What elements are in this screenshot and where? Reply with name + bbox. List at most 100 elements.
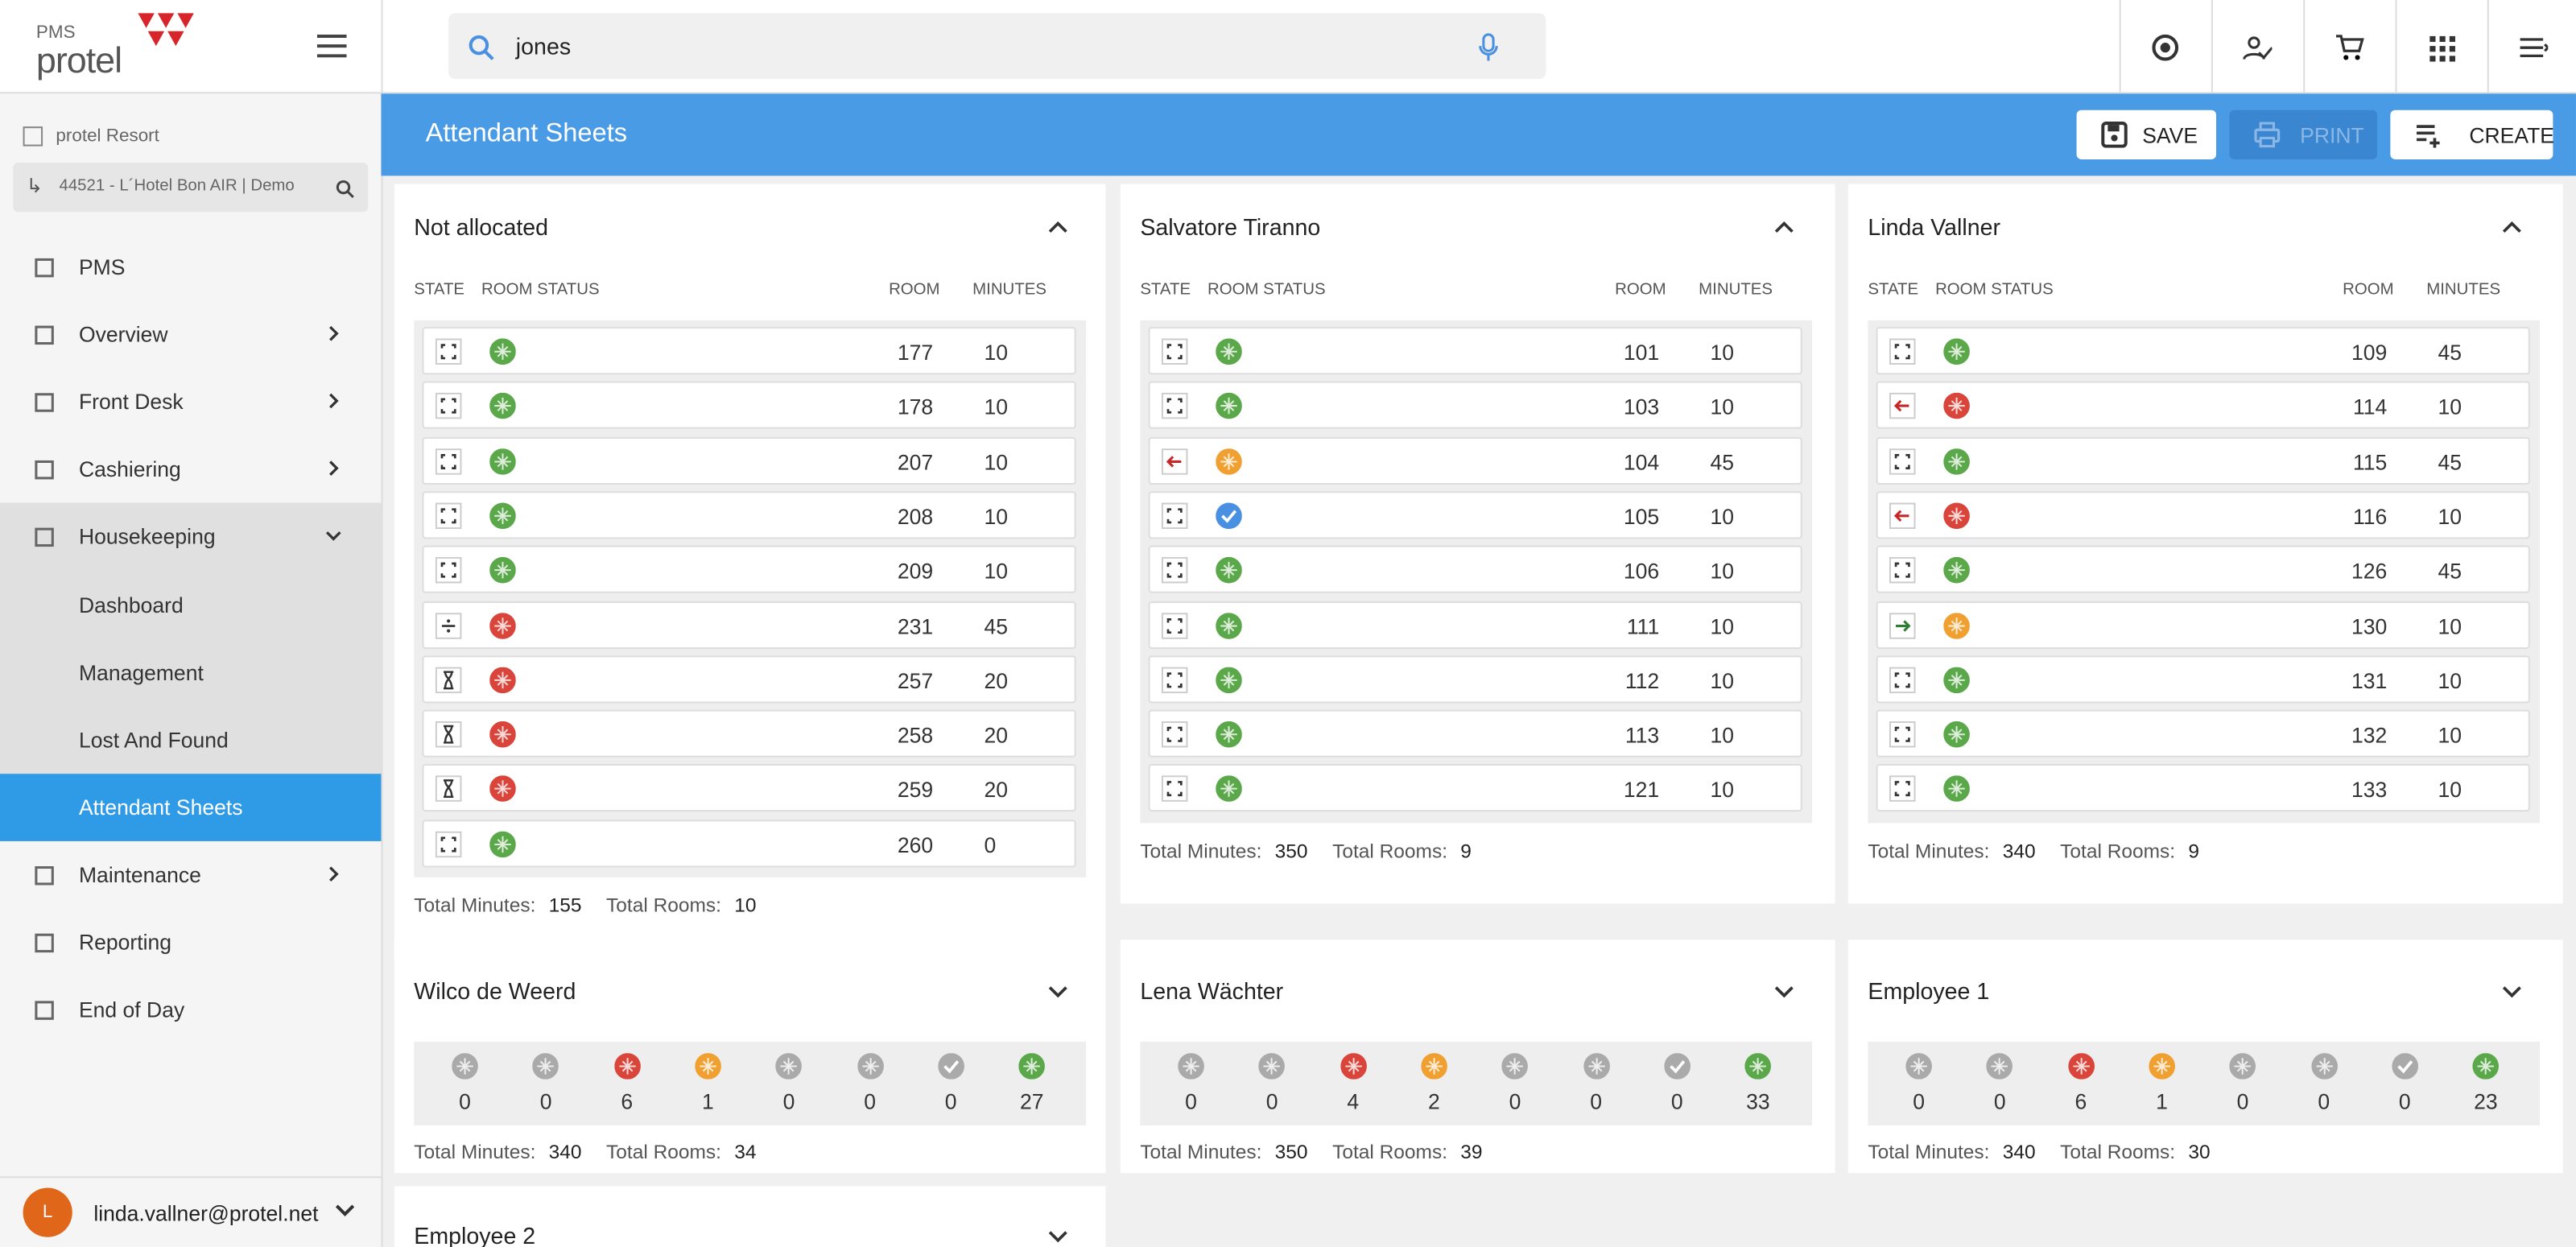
card-title: Linda Vallner [1868,213,2001,240]
menu-item[interactable]: Cashiering [78,456,181,481]
room-number: 131 [2351,668,2388,693]
room-row[interactable] [1148,764,1802,812]
room-row[interactable] [422,545,1076,594]
menu-chevron[interactable] [325,527,341,543]
room-row[interactable] [1876,600,2530,649]
collapse-toggle[interactable] [1048,985,1067,998]
room-row[interactable] [1876,436,2530,485]
search-text[interactable]: jones [515,32,572,60]
room-row[interactable] [1148,436,1802,485]
top-icon[interactable] [2426,33,2456,63]
room-row[interactable] [1876,764,2530,812]
room-number: 115 [2352,449,2388,474]
status-count: 0 [864,1089,876,1114]
hotel: 44521 - L´Hotel Bon AIR | Demo [59,177,295,196]
menu-item[interactable]: End of Day [78,997,185,1022]
total-rooms: 34 [734,1140,757,1163]
room-row[interactable] [1876,490,2530,539]
collapse-toggle[interactable] [2502,220,2521,233]
menu-chevron[interactable] [325,325,341,341]
room-row[interactable] [1148,545,1802,594]
submenu-item[interactable]: Management [78,660,204,686]
status-icon [489,721,516,748]
room-row[interactable] [1876,382,2530,430]
menu-toggle[interactable] [316,34,347,58]
card-title: Lena Wächter [1140,977,1284,1004]
status-icon [489,667,516,693]
menu-item[interactable]: Front Desk [78,389,184,415]
user-chevron[interactable] [335,1204,355,1217]
status-icon [1943,721,1970,748]
room-row[interactable] [1876,709,2530,758]
mic-icon[interactable] [1479,33,1498,63]
status-icon [1943,612,1970,638]
status-icon [1216,721,1242,748]
room-row[interactable] [1148,382,1802,430]
collapse-toggle[interactable] [1774,220,1794,233]
room-row[interactable] [422,764,1076,812]
room-row[interactable] [1148,327,1802,375]
menu-item[interactable]: PMS [78,254,126,279]
collapse-toggle[interactable] [1048,220,1067,233]
room-row[interactable] [1876,545,2530,594]
top-icon[interactable] [2243,33,2273,63]
menu-item[interactable]: Housekeeping [78,524,216,549]
top-icon[interactable] [2334,33,2364,63]
room-row[interactable] [1148,654,1802,704]
status-icon [1216,502,1242,529]
menu-item[interactable]: Maintenance [78,862,201,888]
room-row[interactable] [422,654,1076,704]
submenu-item[interactable]: Lost And Found [78,728,229,753]
room-number: 109 [2351,340,2388,365]
collapse-toggle[interactable] [1774,985,1794,998]
collapse-toggle[interactable] [2502,985,2521,998]
room-row[interactable] [422,490,1076,539]
room-number: 113 [1624,723,1660,748]
room-row[interactable] [422,709,1076,758]
room-row[interactable] [422,382,1076,430]
room-row[interactable] [422,819,1076,867]
state-icon [1889,448,1916,474]
hotel-search-icon[interactable] [335,179,354,198]
button-label[interactable]: CREATE [2469,123,2554,148]
hotel-select[interactable] [13,163,369,213]
room-number: 260 [897,832,934,857]
button[interactable] [2076,109,2217,159]
status-count: 0 [539,1089,552,1114]
room-minutes: 10 [2438,504,2462,529]
room-row[interactable] [1148,600,1802,649]
menu-chevron[interactable] [325,866,341,882]
room-row[interactable] [1148,490,1802,539]
submenu-item[interactable]: Attendant Sheets [78,795,243,820]
status-icon [1943,502,1970,529]
status-count: 0 [1670,1089,1683,1114]
room-row[interactable] [1876,327,2530,375]
card-title: Employee 1 [1868,977,1990,1004]
button-icon [2415,122,2442,148]
top-icon[interactable] [2519,33,2549,63]
collapse-toggle[interactable] [1048,1231,1067,1244]
menu-chevron[interactable] [325,460,341,476]
room-row[interactable] [422,600,1076,649]
button-label[interactable]: SAVE [2142,123,2198,148]
user-email[interactable]: linda.vallner@protel.net [93,1200,319,1226]
room-number: 258 [897,723,934,748]
button[interactable] [2390,109,2553,159]
room-row[interactable] [422,327,1076,375]
room-row[interactable] [1148,709,1802,758]
menu-item[interactable]: Overview [78,321,168,347]
room-number: 231 [897,613,934,638]
state-icon [1161,448,1188,474]
room-row[interactable] [422,436,1076,485]
submenu-item[interactable]: Dashboard [78,593,184,618]
user-bar [0,1176,382,1247]
menu-chevron[interactable] [325,393,341,409]
menu-item[interactable]: Reporting [78,930,172,955]
top-icon[interactable] [2150,33,2180,63]
column-header: ROOM [889,280,940,299]
room-minutes: 10 [2438,394,2462,420]
total-minutes: 350 [1274,1140,1308,1163]
room-row[interactable] [1876,654,2530,704]
total-minutes-label: Total Minutes: [414,1140,536,1163]
search-box[interactable] [448,13,1546,79]
